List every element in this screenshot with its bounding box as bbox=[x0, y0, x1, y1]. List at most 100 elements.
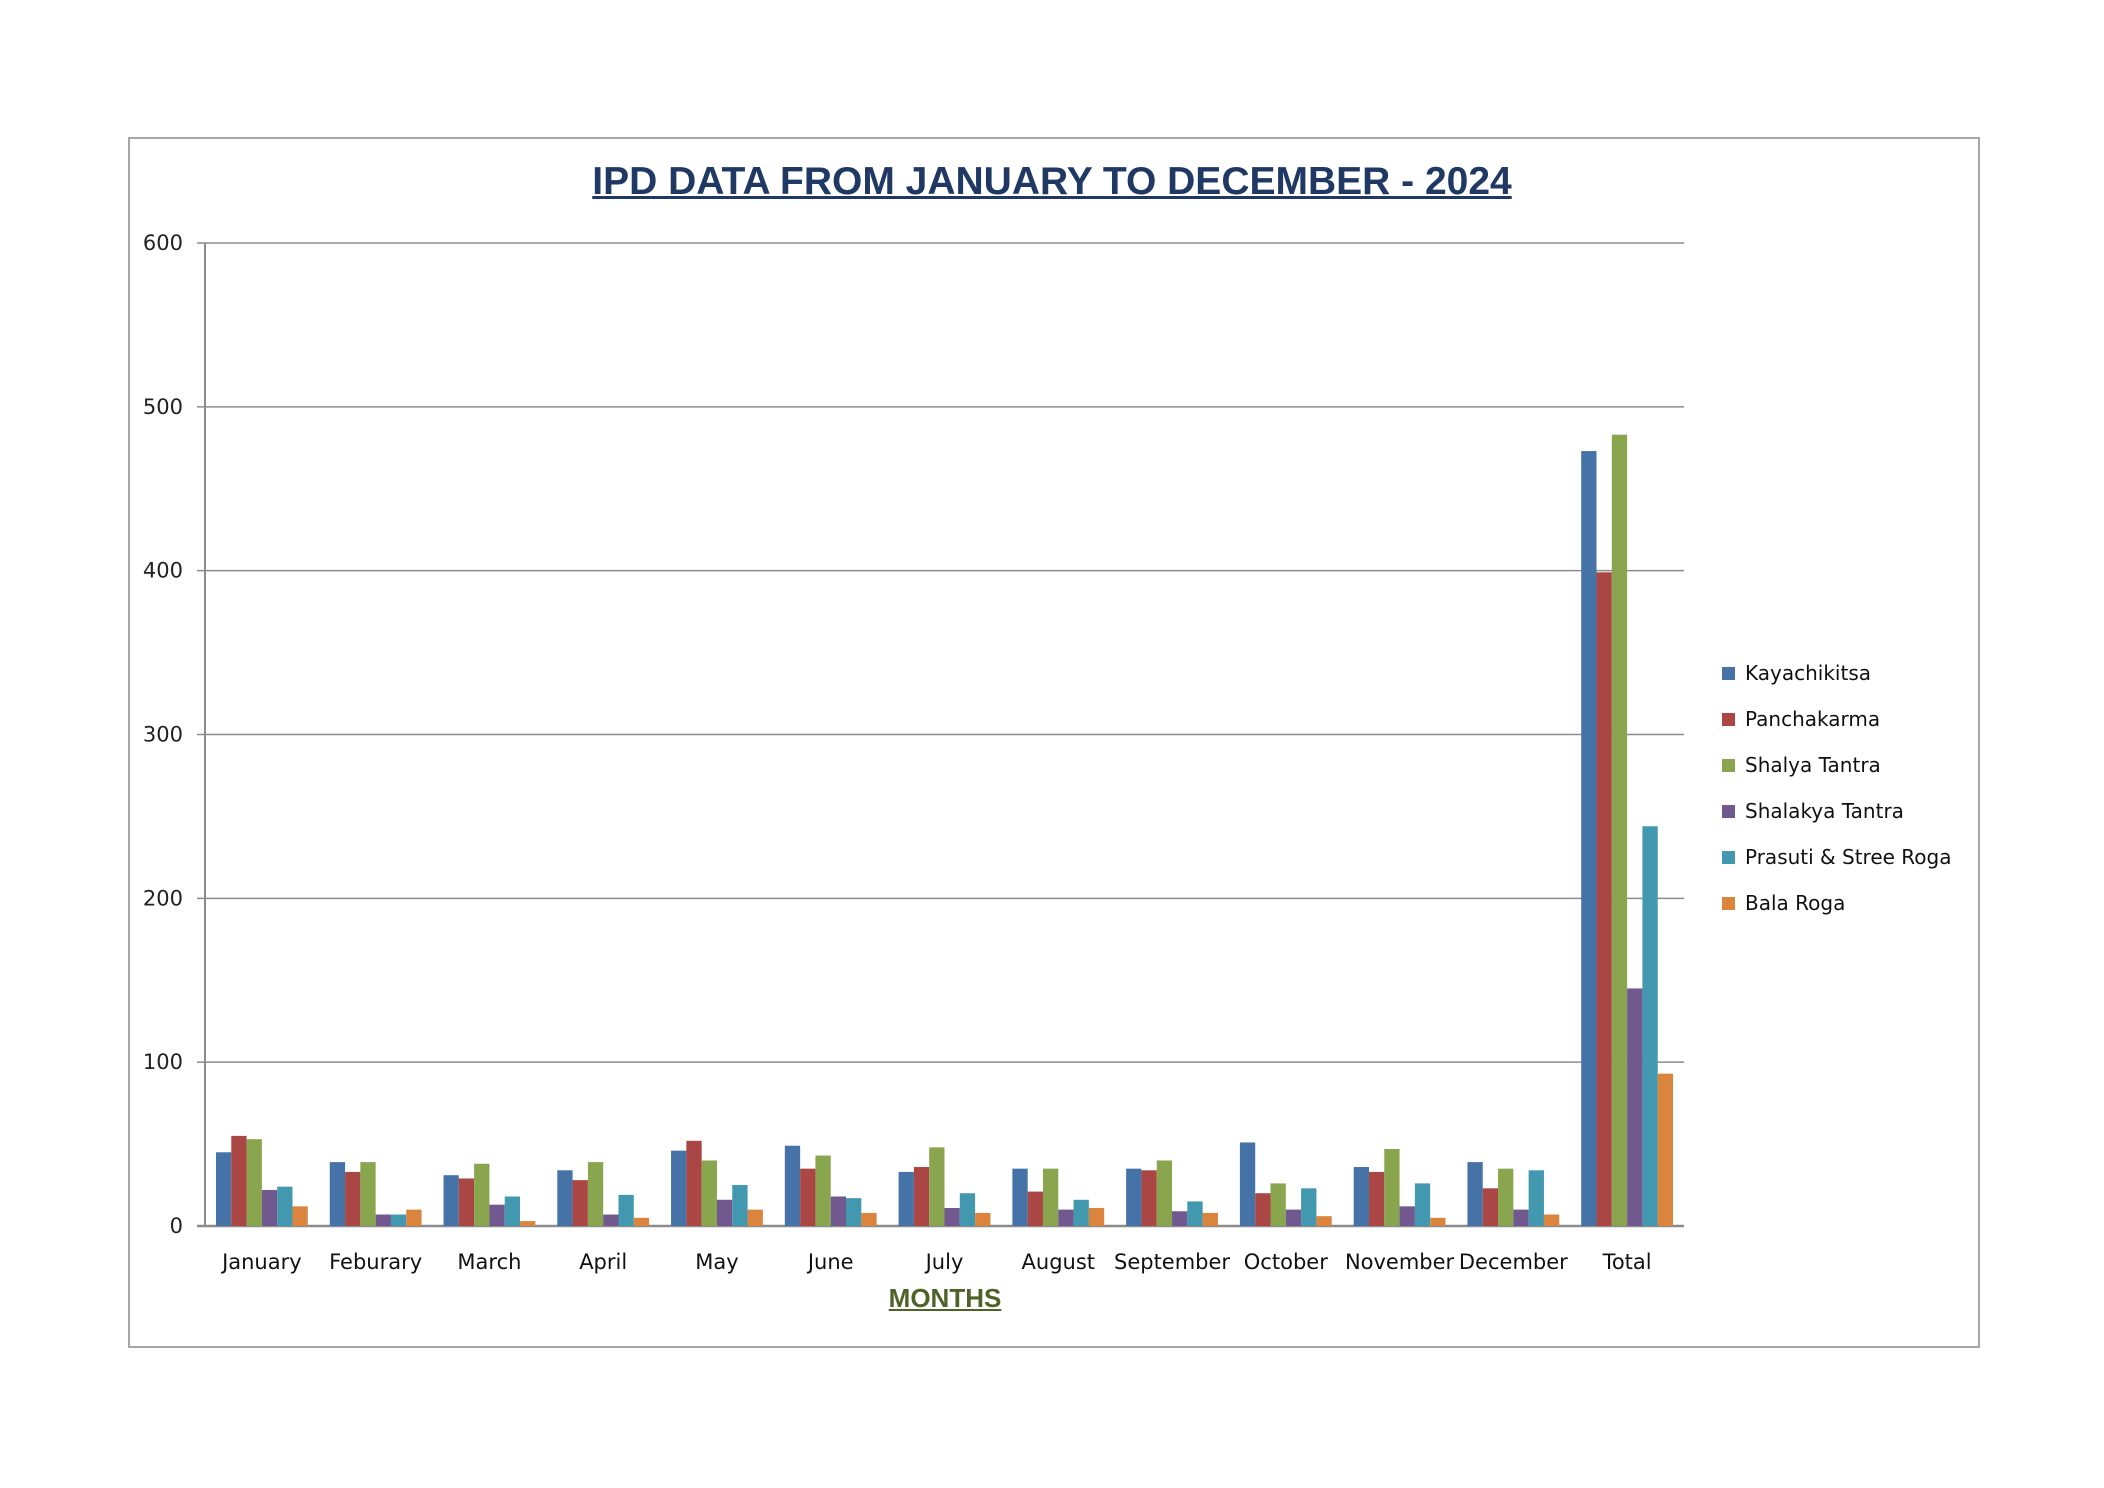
bar-prasuti-stree-roga-june bbox=[846, 1198, 862, 1226]
bar-bala-roga-june bbox=[861, 1212, 877, 1226]
bar-panchakarma-march bbox=[458, 1178, 475, 1226]
x-axis-label: MONTHS bbox=[888, 1283, 1002, 1313]
bar-prasuti-stree-roga-march bbox=[504, 1196, 521, 1226]
x-tick-label: November bbox=[1345, 1250, 1455, 1274]
bar-panchakarma-june bbox=[800, 1168, 816, 1226]
bar-shalya-tantra-september bbox=[1156, 1160, 1173, 1226]
bar-panchakarma-august bbox=[1027, 1191, 1043, 1226]
bar-bala-roga-may bbox=[747, 1209, 763, 1226]
bar-prasuti-stree-roga-december bbox=[1528, 1170, 1544, 1226]
bar-kayachikitsa-may bbox=[671, 1150, 687, 1226]
legend-item: Kayachikitsa bbox=[1722, 650, 1951, 696]
bar-shalakya-tantra-march bbox=[489, 1204, 505, 1226]
bar-shalakya-tantra-september bbox=[1172, 1211, 1188, 1226]
bar-shalakya-tantra-december bbox=[1513, 1209, 1529, 1226]
bar-shalya-tantra-july bbox=[929, 1147, 945, 1226]
chart-title-text: IPD DATA FROM JANUARY TO DECEMBER - 2024 bbox=[592, 160, 1512, 203]
bar-shalya-tantra-june bbox=[815, 1155, 831, 1226]
bar-shalya-tantra-may bbox=[701, 1160, 717, 1226]
legend-label: Shalakya Tantra bbox=[1745, 799, 1904, 823]
x-tick-label: Feburary bbox=[329, 1250, 422, 1274]
bar-kayachikitsa-january bbox=[215, 1152, 232, 1226]
bar-shalya-tantra-april bbox=[587, 1162, 604, 1226]
bar-bala-roga-october bbox=[1316, 1216, 1332, 1226]
y-tick-label: 400 bbox=[143, 559, 183, 583]
bar-panchakarma-october bbox=[1255, 1193, 1271, 1226]
bar-panchakarma-september bbox=[1141, 1170, 1157, 1226]
bar-kayachikitsa-september bbox=[1126, 1168, 1142, 1226]
bar-kayachikitsa-total bbox=[1581, 451, 1597, 1226]
bar-panchakarma-total bbox=[1596, 572, 1612, 1226]
legend-label: Panchakarma bbox=[1745, 707, 1881, 731]
bar-prasuti-stree-roga-may bbox=[732, 1185, 748, 1226]
y-tick-label: 500 bbox=[143, 395, 183, 419]
x-tick-label: August bbox=[1022, 1250, 1096, 1274]
bar-shalya-tantra-august bbox=[1042, 1168, 1059, 1226]
bar-panchakarma-feburary bbox=[345, 1171, 361, 1226]
bar-bala-roga-july bbox=[975, 1212, 991, 1226]
bar-prasuti-stree-roga-october bbox=[1301, 1188, 1317, 1226]
bar-shalakya-tantra-august bbox=[1058, 1209, 1074, 1226]
x-tick-label: July bbox=[924, 1250, 964, 1274]
bar-bala-roga-november bbox=[1430, 1217, 1446, 1226]
bar-bala-roga-march bbox=[520, 1221, 536, 1226]
bar-shalakya-tantra-april bbox=[603, 1214, 619, 1226]
bar-bala-roga-august bbox=[1088, 1207, 1105, 1226]
bar-prasuti-stree-roga-april bbox=[618, 1194, 634, 1226]
bar-prasuti-stree-roga-feburary bbox=[390, 1214, 407, 1226]
legend-item: Panchakarma bbox=[1722, 696, 1951, 742]
chart-frame bbox=[128, 137, 1980, 1348]
y-tick-label: 200 bbox=[143, 886, 183, 910]
legend-swatch bbox=[1722, 758, 1735, 772]
legend-label: Bala Roga bbox=[1745, 891, 1846, 915]
y-tick-label: 300 bbox=[143, 723, 183, 747]
bar-bala-roga-total bbox=[1657, 1073, 1674, 1226]
bar-kayachikitsa-june bbox=[784, 1145, 801, 1226]
x-tick-label: January bbox=[220, 1250, 302, 1274]
bar-prasuti-stree-roga-september bbox=[1187, 1201, 1203, 1226]
bar-kayachikitsa-october bbox=[1239, 1142, 1256, 1226]
bar-panchakarma-november bbox=[1368, 1171, 1385, 1226]
bar-shalakya-tantra-feburary bbox=[375, 1214, 391, 1226]
legend-item: Prasuti & Stree Roga bbox=[1722, 834, 1951, 880]
y-tick-label: 0 bbox=[170, 1214, 183, 1238]
x-tick-label: September bbox=[1114, 1250, 1230, 1274]
bar-bala-roga-january bbox=[292, 1206, 308, 1226]
bar-shalakya-tantra-june bbox=[830, 1196, 847, 1226]
bar-shalya-tantra-november bbox=[1384, 1148, 1400, 1226]
bar-shalakya-tantra-january bbox=[261, 1189, 278, 1226]
bar-bala-roga-december bbox=[1543, 1214, 1560, 1226]
x-tick-label: December bbox=[1459, 1250, 1568, 1274]
legend-swatch bbox=[1722, 804, 1735, 818]
y-tick-label: 600 bbox=[143, 231, 183, 255]
x-tick-label: May bbox=[695, 1250, 738, 1274]
bar-shalya-tantra-total bbox=[1611, 434, 1628, 1226]
bar-shalakya-tantra-july bbox=[944, 1207, 960, 1226]
bar-bala-roga-april bbox=[633, 1217, 650, 1226]
y-tick-label: 100 bbox=[143, 1050, 183, 1074]
chart-title: IPD DATA FROM JANUARY TO DECEMBER - 2024 bbox=[0, 160, 2104, 204]
legend-label: Prasuti & Stree Roga bbox=[1745, 845, 1952, 869]
bar-shalakya-tantra-may bbox=[716, 1199, 733, 1226]
bar-shalakya-tantra-november bbox=[1399, 1206, 1415, 1226]
bar-panchakarma-july bbox=[913, 1167, 930, 1226]
bar-shalya-tantra-october bbox=[1270, 1183, 1286, 1226]
bar-shalakya-tantra-total bbox=[1627, 988, 1643, 1226]
bar-kayachikitsa-july bbox=[898, 1171, 914, 1226]
bar-prasuti-stree-roga-total bbox=[1642, 826, 1658, 1226]
legend-swatch bbox=[1722, 896, 1735, 910]
legend-label: Kayachikitsa bbox=[1745, 661, 1871, 685]
bar-shalya-tantra-march bbox=[474, 1163, 490, 1226]
bar-kayachikitsa-august bbox=[1012, 1168, 1028, 1226]
bar-kayachikitsa-april bbox=[557, 1170, 573, 1226]
bar-prasuti-stree-roga-november bbox=[1414, 1183, 1431, 1226]
bar-kayachikitsa-march bbox=[443, 1175, 459, 1226]
x-tick-label: June bbox=[806, 1250, 854, 1274]
bar-prasuti-stree-roga-january bbox=[277, 1186, 293, 1226]
legend-swatch bbox=[1722, 850, 1735, 864]
bar-bala-roga-feburary bbox=[406, 1209, 422, 1226]
bar-shalya-tantra-december bbox=[1498, 1168, 1514, 1226]
legend-swatch bbox=[1722, 666, 1735, 680]
legend-swatch bbox=[1722, 712, 1735, 726]
legend-item: Shalya Tantra bbox=[1722, 742, 1951, 788]
